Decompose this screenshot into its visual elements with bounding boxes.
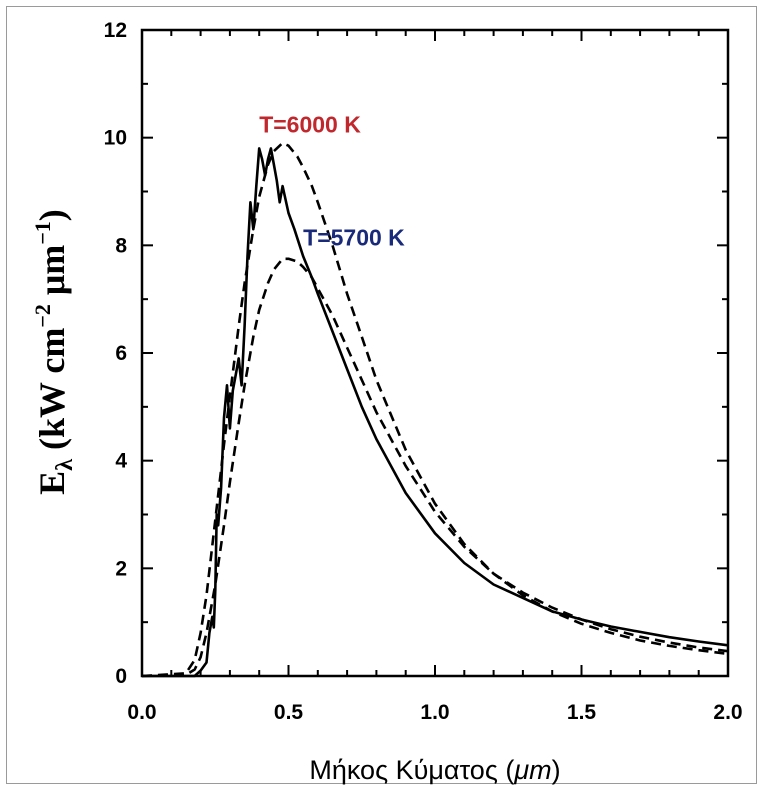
- x-tick-label: 1.5: [567, 701, 597, 724]
- x-tick-labels: 0.0 0.5 1.0 1.5 2.0: [127, 701, 742, 724]
- x-tick-label: 0.0: [127, 701, 156, 724]
- temperature-label-0: T=6000 K: [259, 111, 361, 137]
- series-dashed-line-1: [141, 141, 729, 678]
- x-tick-label: 2.0: [713, 701, 742, 724]
- y-axis-title: Eλ (kW cm−2 μm−1): [30, 209, 78, 495]
- temperature-label-1: T=5700 K: [303, 224, 405, 250]
- y-tick-label: 10: [104, 127, 127, 150]
- series-measured-line: [142, 147, 729, 678]
- y-tick-label: 4: [115, 450, 127, 473]
- figure-frame: [6, 6, 757, 784]
- x-tick-label: 0.5: [274, 701, 304, 724]
- x-tick-label: 1.0: [420, 701, 449, 724]
- x-axis-title: Μήκος Κύματος (μm): [309, 755, 560, 785]
- series-layer: [141, 141, 729, 678]
- y-tick-label: 8: [115, 234, 127, 257]
- plot-area-frame: [140, 28, 730, 678]
- y-tick-label: 2: [115, 557, 127, 580]
- axis-ticks: [141, 29, 729, 677]
- series-dashed-line-2: [141, 257, 729, 678]
- y-tick-labels: 0 2 4 6 8 10 12: [104, 19, 128, 688]
- y-tick-label: 12: [104, 19, 127, 42]
- annotation-layer: T=6000 K T=5700 K: [259, 111, 405, 250]
- y-tick-label: 6: [115, 342, 127, 365]
- y-tick-label: 0: [115, 665, 127, 688]
